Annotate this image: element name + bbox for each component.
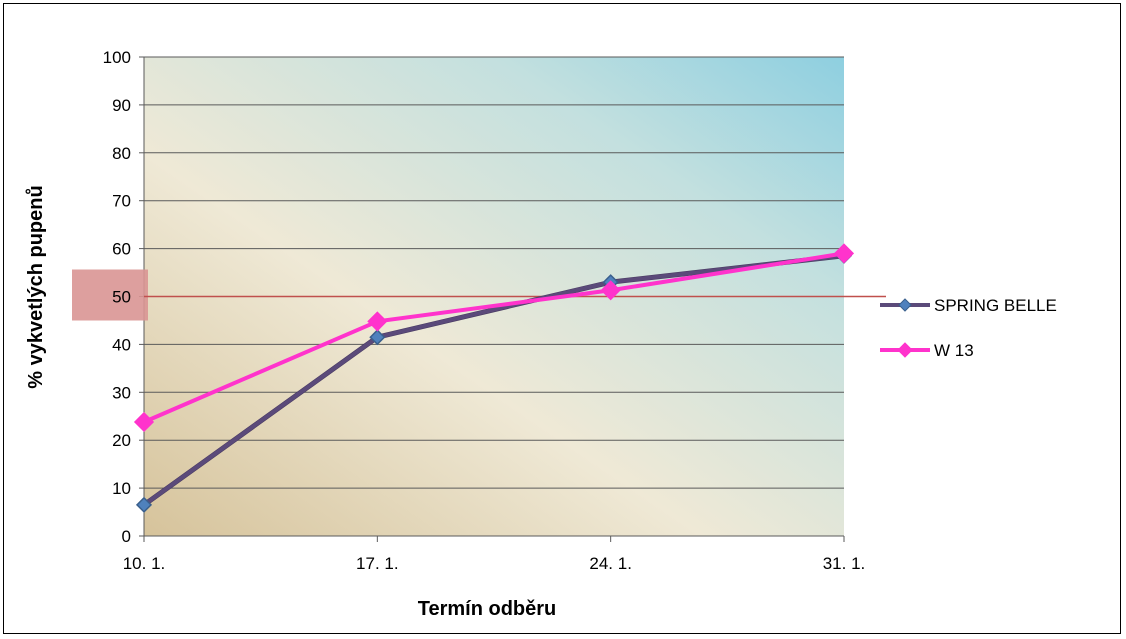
data-series	[133, 243, 855, 513]
x-tick-label: 10. 1.	[123, 554, 166, 573]
y-tick-label: 80	[112, 144, 131, 163]
series-1-point	[133, 411, 155, 433]
legend-swatch-marker	[897, 342, 913, 358]
x-tick-label: 17. 1.	[356, 554, 399, 573]
x-axis-title: Termín odběru	[418, 598, 557, 620]
y-tick-label: 90	[112, 96, 131, 115]
y-tick-label: 10	[112, 479, 131, 498]
y-tick-label: 50	[112, 288, 131, 307]
legend: SPRING BELLE W 13	[880, 296, 1057, 360]
series-1-point	[367, 311, 388, 332]
reference-line	[72, 269, 886, 321]
y-tick-label: 60	[112, 240, 131, 259]
legend-label: SPRING BELLE	[934, 296, 1057, 315]
reference-highlight-box	[72, 269, 148, 321]
y-tick-label: 100	[103, 48, 131, 67]
y-tick-label: 20	[112, 431, 131, 450]
y-tick-label: 0	[122, 527, 131, 546]
series-1-point	[600, 280, 621, 301]
series-0-point	[135, 496, 153, 513]
y-axis-title: % vykvetlých pupenů	[25, 185, 47, 388]
y-tick-label: 40	[112, 335, 131, 354]
series-0-point	[369, 329, 386, 346]
x-tick-label: 31. 1.	[823, 554, 866, 573]
x-tick-label: 24. 1.	[589, 554, 632, 573]
x-axis-ticks: 10. 1. 17. 1. 24. 1. 31. 1.	[123, 554, 866, 573]
legend-swatch-marker	[898, 298, 912, 312]
series-1-point	[833, 243, 855, 264]
y-tick-label: 70	[112, 192, 131, 211]
y-axis-ticks: 0 10 20 30 40 50 60 70 80 90 100	[103, 48, 131, 546]
series-line-0	[142, 253, 845, 507]
legend-label: W 13	[934, 341, 974, 360]
y-tick-label: 30	[112, 383, 131, 402]
series-line-1	[143, 251, 845, 424]
